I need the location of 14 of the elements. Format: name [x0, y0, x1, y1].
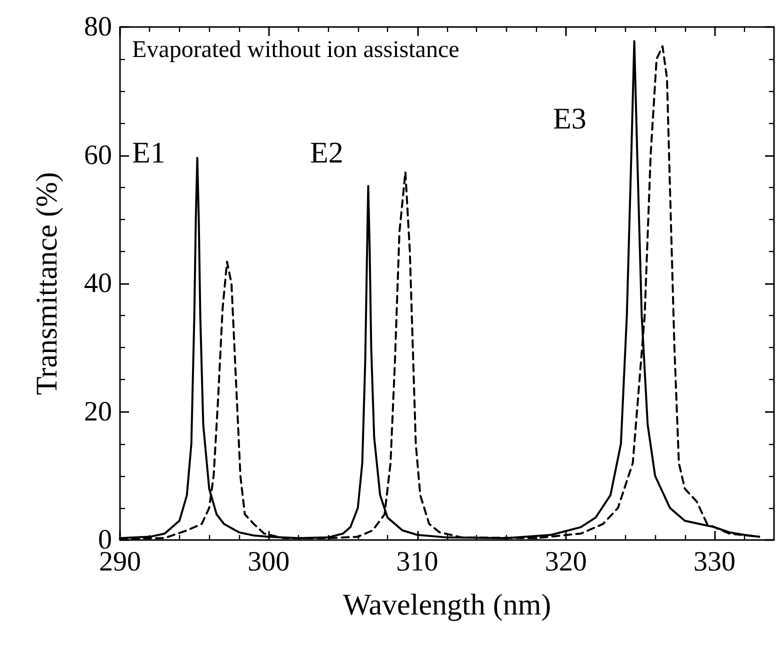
- x-tick-label: 330: [694, 546, 736, 578]
- y-tick-label: 80: [84, 12, 112, 42]
- annotation: Evaporated without ion assistance: [132, 37, 460, 63]
- x-tick-label: 300: [248, 546, 290, 578]
- x-tick-label: 320: [544, 546, 587, 578]
- annotation: E3: [553, 102, 586, 136]
- x-tick-label: 310: [396, 546, 438, 578]
- y-axis-title: Transmittance (%): [30, 172, 64, 396]
- y-tick-label: 40: [84, 268, 112, 299]
- x-axis-title: Wavelength (nm): [342, 588, 552, 622]
- annotation: E1: [132, 136, 166, 170]
- annotation: E2: [310, 136, 344, 170]
- y-tick-label: 60: [84, 140, 112, 171]
- y-tick-label: 20: [84, 396, 112, 428]
